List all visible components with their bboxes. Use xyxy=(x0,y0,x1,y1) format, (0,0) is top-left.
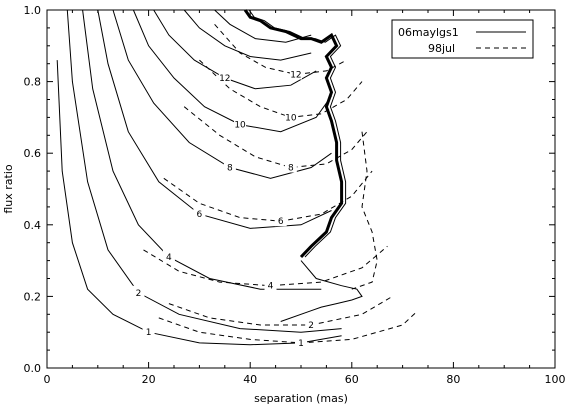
y-tick-label-4: 0.8 xyxy=(24,76,42,89)
contour-label-bg xyxy=(264,278,277,291)
legend: 06maylgs1 98jul xyxy=(391,19,534,59)
contour-label-series-2-level-8: 8 xyxy=(288,164,294,174)
contour-series-1-level-4 xyxy=(82,9,322,290)
legend-label-series-2: 98jul xyxy=(428,42,455,55)
contour-label-series-1-level-10: 10 xyxy=(234,121,246,131)
x-tick-label-4: 80 xyxy=(446,373,460,386)
y-tick-label-0: 0.0 xyxy=(24,362,42,375)
contour-label-bg xyxy=(193,207,206,220)
tick-marks xyxy=(46,9,556,369)
legend-box xyxy=(391,19,534,59)
contour-label-series-2-level-2: 2 xyxy=(308,321,314,331)
x-tick-label-0: 0 xyxy=(44,373,51,386)
legend-label-series-1: 06maylgs1 xyxy=(398,26,459,39)
x-tick-label-2: 40 xyxy=(243,373,257,386)
contour-series-1-level-edge xyxy=(183,9,312,61)
y-tick-label-5: 1.0 xyxy=(24,4,42,17)
contour-label-series-1-level-2: 2 xyxy=(136,289,142,299)
contour-label-bg xyxy=(305,318,318,331)
contour-label-bg xyxy=(218,71,231,84)
contour-series-2-level-8 xyxy=(183,106,368,169)
contour-series-2-level-edge xyxy=(351,131,378,290)
contour-label-series-1-level-6: 6 xyxy=(197,210,203,220)
y-tick-label-3: 0.6 xyxy=(24,147,42,160)
contour-label-series-2-level-10: 10 xyxy=(285,113,297,123)
contour-label-bg xyxy=(223,160,236,173)
contour-lines xyxy=(56,9,419,346)
y-tick-label-2: 0.4 xyxy=(24,219,42,232)
x-tick-label-5: 100 xyxy=(545,373,566,386)
x-tick-label-1: 20 xyxy=(142,373,156,386)
boundary-inner-line xyxy=(248,9,347,258)
contour-label-bg xyxy=(284,110,297,123)
contour-series-1-level-edge xyxy=(280,260,363,322)
contour-label-bg xyxy=(162,250,175,263)
x-tick-label-3: 60 xyxy=(345,373,359,386)
contour-label-bg xyxy=(132,285,145,298)
y-axis-label: flux ratio xyxy=(2,164,15,214)
contour-series-2-level-4 xyxy=(143,245,388,287)
contour-label-series-2-level-4: 4 xyxy=(268,282,274,292)
contour-label-series-1-level-4: 4 xyxy=(166,253,172,263)
contour-series-1-level-1 xyxy=(56,60,342,346)
thick-boundary-line xyxy=(243,9,344,259)
contour-series-1-level-8 xyxy=(112,9,332,179)
contour-label-bg xyxy=(274,214,287,227)
contour-label-bg xyxy=(142,325,155,338)
contour-label-bg xyxy=(234,117,247,130)
contour-label-bg xyxy=(295,335,307,348)
contour-label-bg xyxy=(284,160,297,173)
contour-label-bg xyxy=(289,67,302,80)
contour-series-1-level-6 xyxy=(97,9,332,229)
contour-label-series-1-level-8: 8 xyxy=(227,164,233,174)
contour-series-2-level-10 xyxy=(199,59,363,118)
x-axis-label: separation (mas) xyxy=(254,392,348,405)
contour-label-series-2-level-12: 12 xyxy=(290,70,301,80)
y-tick-label-1: 0.2 xyxy=(24,290,42,303)
contour-series-2-level-1 xyxy=(158,310,419,344)
contour-series-1-level-10 xyxy=(132,9,332,133)
tick-labels: 0 20 40 60 80 100 0.0 0.2 0.4 0.6 0.8 1.0 xyxy=(24,4,566,386)
contour-label-series-2-level-6: 6 xyxy=(278,217,284,227)
contour-label-series-2-level-1: 1 xyxy=(298,339,304,349)
contour-series-2-level-12 xyxy=(214,23,347,75)
contour-series-2-level-2 xyxy=(168,295,393,326)
contour-label-series-1-level-1: 1 xyxy=(146,328,152,338)
contour-series-1-level-edge xyxy=(214,9,312,43)
contour-label-series-1-level-12: 12 xyxy=(219,74,230,84)
